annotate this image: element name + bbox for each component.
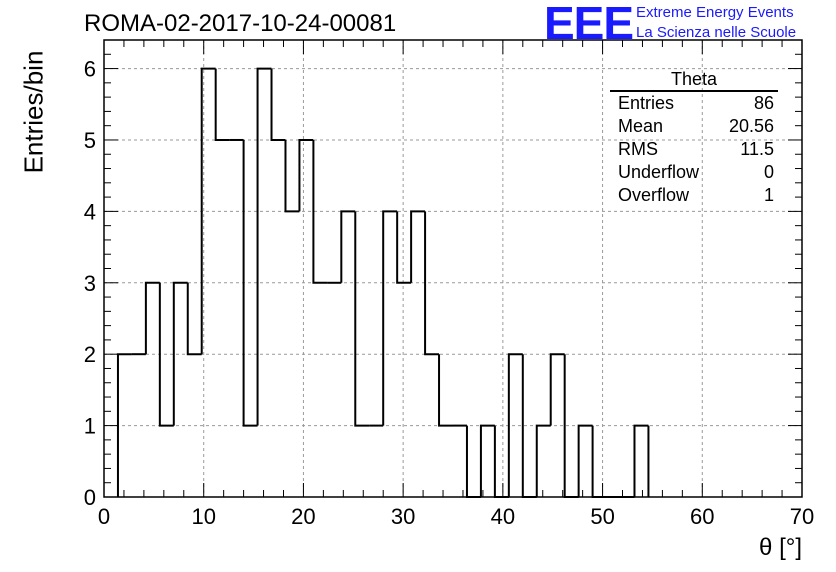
histogram-bin xyxy=(396,211,412,284)
stats-value: 1 xyxy=(763,185,774,205)
histogram-bin xyxy=(479,424,495,497)
stats-label: Overflow xyxy=(618,185,690,205)
histogram-bin xyxy=(577,424,593,497)
histogram-bin xyxy=(493,425,509,498)
histogram-bin xyxy=(354,211,370,427)
histogram-bin xyxy=(298,138,314,212)
stats-label: Underflow xyxy=(618,162,700,182)
x-tick-label: 40 xyxy=(491,504,515,529)
logo-line-2: La Scienza nelle Scuole xyxy=(636,24,797,41)
histogram-bin xyxy=(591,425,607,498)
histogram-bin xyxy=(284,139,300,213)
y-tick-label: 6 xyxy=(84,57,96,82)
x-tick-label: 70 xyxy=(790,504,814,529)
histogram-bin xyxy=(549,353,565,426)
stats-label: Mean xyxy=(618,116,664,136)
y-tick-label: 0 xyxy=(84,485,96,510)
histogram-bin xyxy=(535,424,551,497)
stats-box: Theta Entries 86 Mean 20.56 RMS 11.5 Und… xyxy=(610,68,778,207)
histogram-bin xyxy=(507,353,523,497)
stats-row-entries: Entries 86 xyxy=(610,92,778,115)
histogram-bin xyxy=(382,210,398,426)
histogram-bin xyxy=(158,282,174,427)
eee-logo-mark: EEE xyxy=(544,0,634,49)
stats-label: Entries xyxy=(618,93,675,113)
x-tick-label: 60 xyxy=(690,504,714,529)
histogram-bin xyxy=(410,210,426,283)
stats-value: 11.5 xyxy=(740,139,774,159)
x-tick-label: 30 xyxy=(391,504,415,529)
y-tick-label: 2 xyxy=(84,342,96,367)
x-axis-label: θ [°] xyxy=(759,534,802,561)
stats-value: 20.56 xyxy=(728,116,774,136)
histogram-bin xyxy=(424,211,440,356)
axes xyxy=(103,39,803,498)
stats-label: RMS xyxy=(618,139,658,159)
logo-line-1: Extreme Energy Events xyxy=(636,4,794,21)
stats-value: 0 xyxy=(763,162,774,182)
stats-row-rms: RMS 11.5 xyxy=(610,138,778,161)
histogram-bin xyxy=(465,425,481,498)
histogram-bin xyxy=(242,139,258,427)
stats-row-underflow: Underflow 0 xyxy=(610,161,778,184)
histogram-bin xyxy=(144,281,160,355)
histogram-bin xyxy=(172,281,188,426)
x-tick-label: 10 xyxy=(191,504,215,529)
histogram-bin xyxy=(186,282,202,356)
y-axis-label: Entries/bin xyxy=(18,50,49,174)
histogram-bin xyxy=(270,68,286,141)
y-tick-label: 4 xyxy=(84,199,96,224)
stats-row-mean: Mean 20.56 xyxy=(610,115,778,138)
histogram-bin xyxy=(200,67,216,355)
stats-title: Theta xyxy=(610,68,778,92)
stats-value: 86 xyxy=(753,93,774,113)
x-tick-label: 50 xyxy=(590,504,614,529)
eee-logo: EEE Extreme Energy Events La Scienza nel… xyxy=(544,0,834,49)
run-title: ROMA-02-2017-10-24-00081 xyxy=(84,10,397,37)
x-tick-label: 0 xyxy=(98,504,110,529)
y-tick-label: 3 xyxy=(84,271,96,296)
histogram-bin xyxy=(633,424,649,497)
histogram-bin xyxy=(312,139,328,284)
x-tick-label: 20 xyxy=(291,504,315,529)
y-tick-label: 5 xyxy=(84,128,96,153)
y-tick-label: 1 xyxy=(84,414,96,439)
histogram-bin xyxy=(214,68,230,141)
histogram-bin xyxy=(438,354,453,427)
histogram-bin xyxy=(256,67,272,426)
histogram-bin xyxy=(340,210,356,283)
stats-row-overflow: Overflow 1 xyxy=(610,184,778,207)
